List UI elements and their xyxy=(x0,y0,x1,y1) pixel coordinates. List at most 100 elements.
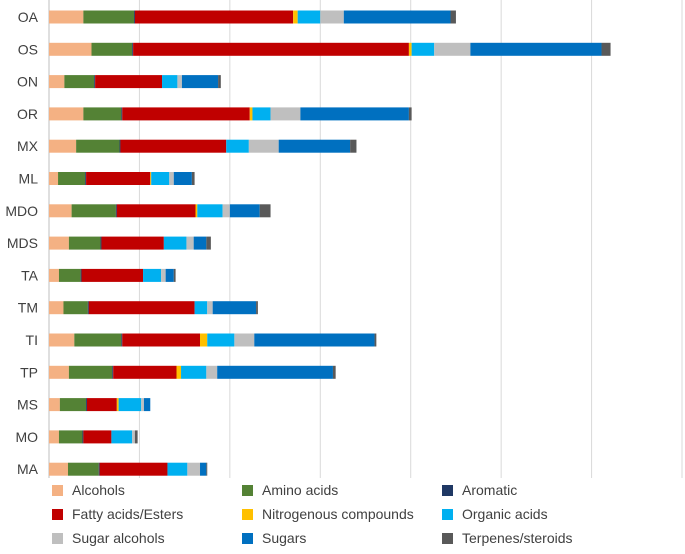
legend-label: Alcohols xyxy=(72,482,125,498)
bar-MX-fatty-acids-esters xyxy=(120,139,227,153)
bar-OS-amino-acids xyxy=(91,42,133,56)
bar-MDO-sugar-alcohols xyxy=(222,204,230,218)
legend-label: Fatty acids/Esters xyxy=(72,506,184,522)
bar-TA-sugar-alcohols xyxy=(161,268,166,282)
bar-TP-terpenes-steroids xyxy=(332,365,336,379)
bar-TA-sugars xyxy=(165,268,174,282)
bar-OS-nitrogenous-compounds xyxy=(408,42,412,56)
bar-OS-fatty-acids-esters xyxy=(133,42,409,56)
bar-TI-fatty-acids-esters xyxy=(122,333,201,347)
bar-MX-amino-acids xyxy=(76,139,120,153)
bar-MS-fatty-acids-esters xyxy=(86,398,117,412)
bar-TM-amino-acids xyxy=(63,301,88,315)
legend-label: Amino acids xyxy=(262,482,339,498)
bar-ML-organic-acids xyxy=(151,172,170,185)
bar-ON-fatty-acids-esters xyxy=(95,75,163,89)
category-label-MX: MX xyxy=(17,138,39,154)
bar-MX-sugars xyxy=(278,139,351,153)
bar-TP-aromatic xyxy=(112,365,114,379)
bar-MA-alcohols xyxy=(49,462,68,476)
bar-MDO-amino-acids xyxy=(71,204,116,218)
bar-TP-fatty-acids-esters xyxy=(113,365,177,379)
bar-OA-terpenes-steroids xyxy=(450,10,456,24)
bar-TP-alcohols xyxy=(49,365,69,379)
bar-ON-alcohols xyxy=(49,75,65,89)
bar-OR-amino-acids xyxy=(83,107,122,121)
bar-TA-amino-acids xyxy=(58,268,81,282)
bar-TM-terpenes-steroids xyxy=(256,301,258,315)
category-label-MDO: MDO xyxy=(5,203,38,219)
bar-OS-aromatic xyxy=(132,42,134,56)
category-label-TP: TP xyxy=(20,364,38,380)
legend-swatch xyxy=(442,508,453,520)
bar-MA-aromatic xyxy=(98,462,100,476)
category-label-MO: MO xyxy=(15,429,38,445)
bar-MDS-fatty-acids-esters xyxy=(101,236,164,250)
bar-OR-terpenes-steroids xyxy=(408,107,412,121)
bar-OS-terpenes-steroids xyxy=(601,42,611,56)
legend-item-aromatic: Aromatic xyxy=(442,480,517,500)
bar-MO-alcohols xyxy=(49,430,59,444)
bar-TA-organic-acids xyxy=(143,268,162,282)
bar-TM-fatty-acids-esters xyxy=(88,301,195,315)
bar-ML-fatty-acids-esters xyxy=(86,172,151,185)
bar-MS-nitrogenous-compounds xyxy=(116,398,119,412)
bar-TI-organic-acids xyxy=(207,333,235,347)
bar-MS-sugars xyxy=(143,398,151,412)
bar-MDS-alcohols xyxy=(49,236,69,250)
bar-TI-sugar-alcohols xyxy=(234,333,255,347)
legend-label: Sugars xyxy=(262,530,307,546)
bar-TI-alcohols xyxy=(49,333,75,347)
bar-ML-nitrogenous-compounds xyxy=(150,172,152,185)
bar-MO-terpenes-steroids xyxy=(134,430,138,444)
bar-TM-aromatic xyxy=(87,301,89,315)
bar-MDO-organic-acids xyxy=(197,204,223,218)
legend-swatch xyxy=(52,532,63,544)
bar-OR-sugar-alcohols xyxy=(270,107,301,121)
legend-item-sugars: Sugars xyxy=(242,528,306,548)
bar-TA-alcohols xyxy=(49,268,59,282)
category-label-TI: TI xyxy=(26,332,38,348)
bar-TP-sugar-alcohols xyxy=(206,365,218,379)
bar-MDS-sugar-alcohols xyxy=(186,236,194,250)
bar-OR-fatty-acids-esters xyxy=(122,107,250,121)
bar-TI-terpenes-steroids xyxy=(374,333,377,347)
legend-item-sugar-alcohols: Sugar alcohols xyxy=(52,528,165,548)
category-label-OR: OR xyxy=(17,106,38,122)
bar-MA-amino-acids xyxy=(67,462,99,476)
bar-MO-amino-acids xyxy=(58,430,83,444)
bar-OA-sugar-alcohols xyxy=(320,10,344,24)
bar-ML-terpenes-steroids xyxy=(191,172,195,185)
bar-OR-alcohols xyxy=(49,107,84,121)
bar-OA-organic-acids xyxy=(297,10,321,24)
legend-item-alcohols: Alcohols xyxy=(52,480,125,500)
bar-OA-alcohols xyxy=(49,10,84,24)
bar-OS-sugar-alcohols xyxy=(434,42,471,56)
legend-item-amino-acids: Amino acids xyxy=(242,480,338,500)
bar-ON-organic-acids xyxy=(162,75,178,89)
bar-MO-sugar-alcohols xyxy=(132,430,135,444)
legend-swatch xyxy=(442,532,453,544)
bar-MS-aromatic xyxy=(86,398,87,412)
bar-TM-sugar-alcohols xyxy=(207,301,213,315)
legend: Alcohols Amino acids Aromatic Fatty acids/E… xyxy=(52,482,672,554)
bar-ON-sugars xyxy=(181,75,219,89)
legend-label: Organic acids xyxy=(462,506,548,522)
legend-label: Sugar alcohols xyxy=(72,530,165,546)
bar-OA-sugars xyxy=(343,10,451,24)
bar-OA-aromatic xyxy=(134,10,135,24)
bar-MDS-amino-acids xyxy=(68,236,101,250)
category-label-MA: MA xyxy=(17,461,39,477)
bar-MDS-organic-acids xyxy=(163,236,187,250)
bar-TA-aromatic xyxy=(80,268,82,282)
bar-TI-nitrogenous-compounds xyxy=(200,333,208,347)
bar-TM-alcohols xyxy=(49,301,64,315)
legend-swatch xyxy=(242,532,253,544)
bar-TI-sugars xyxy=(254,333,375,347)
bar-MO-organic-acids xyxy=(111,430,133,444)
bar-TA-terpenes-steroids xyxy=(173,268,176,282)
legend-swatch xyxy=(242,508,253,520)
legend-label: Nitrogenous compounds xyxy=(262,506,414,522)
bar-ML-sugars xyxy=(173,172,192,185)
bar-MA-terpenes-steroids xyxy=(206,462,208,476)
